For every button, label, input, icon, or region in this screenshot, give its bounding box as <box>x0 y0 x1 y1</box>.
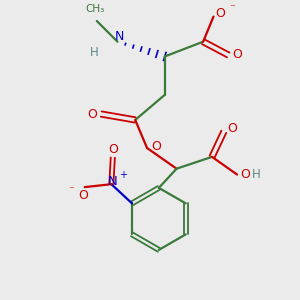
Text: O: O <box>232 49 242 62</box>
Text: ⁻: ⁻ <box>229 3 235 13</box>
Text: H: H <box>252 168 261 181</box>
Text: O: O <box>151 140 161 153</box>
Text: CH₃: CH₃ <box>86 4 105 14</box>
Text: ⁻: ⁻ <box>68 185 74 195</box>
Text: N: N <box>114 30 124 43</box>
Text: N: N <box>108 175 118 188</box>
Text: +: + <box>118 170 127 180</box>
Text: O: O <box>215 7 225 20</box>
Text: O: O <box>88 107 98 121</box>
Text: O: O <box>108 143 118 156</box>
Text: O: O <box>240 168 250 181</box>
Text: H: H <box>89 46 98 59</box>
Text: O: O <box>78 189 88 202</box>
Text: O: O <box>227 122 237 135</box>
